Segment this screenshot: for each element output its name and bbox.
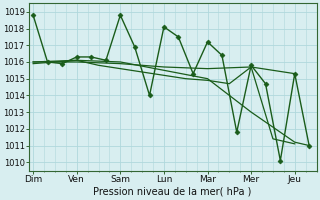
X-axis label: Pression niveau de la mer( hPa ): Pression niveau de la mer( hPa ) (93, 187, 252, 197)
